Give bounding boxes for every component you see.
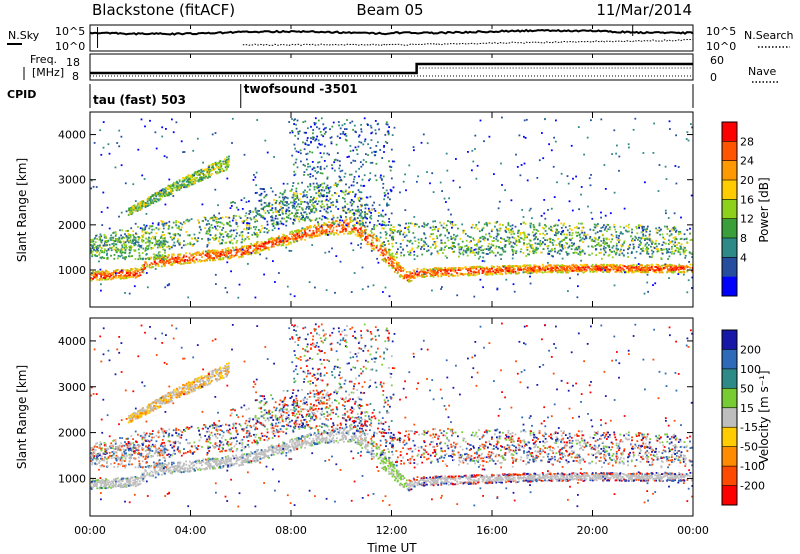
freq-label-line2: [MHz]: [32, 66, 64, 79]
velocity-color-8: [722, 485, 737, 506]
velocity-scale-label: Velocity [m s⁻¹]: [757, 370, 771, 463]
cpid-segment-label: tau (fast) 503: [93, 93, 186, 107]
time-tick-label-1: 04:00: [175, 524, 207, 537]
noise-axis-bottom-right: 10^0: [706, 40, 736, 53]
range-tick-label-2000: 2000: [58, 219, 86, 232]
time-axis: 00:00 04:00 08:00 12:00 16:00 20:00 00:00: [74, 25, 709, 537]
velocity-colorbar: 200 100 50 15 -15 -50 -100 -200 Velocity [m s⁻¹…: [721, 329, 771, 506]
power-colorbar: 28 24 20 16 12 8 4 Power [dB]: [721, 121, 771, 297]
power-tick-label: 28: [740, 135, 754, 148]
velocity-tick-label: -50: [740, 441, 758, 454]
freq-tick-low: 8: [72, 70, 79, 83]
date-label: 11/Mar/2014: [596, 1, 692, 19]
velocity-tick-label: -200: [740, 480, 765, 493]
power-color-3: [722, 180, 737, 200]
time-tick-label-0: 00:00: [74, 524, 106, 537]
time-tick-label-6: 00:00: [677, 524, 709, 537]
noise-search-trace: [242, 38, 694, 47]
nsky-label: N.Sky: [8, 29, 40, 42]
power-scatter: [90, 116, 693, 299]
cpid-panel: CPID tau (fast) 503 twofsound -3501: [7, 82, 694, 108]
power-tick-label: 4: [740, 251, 747, 264]
velocity-tick-label: 100: [740, 363, 761, 376]
nsearch-label: N.Search: [744, 29, 794, 42]
velocity-range-axis: 1000 2000 3000 4000: [58, 335, 693, 485]
cpid-label: CPID: [7, 88, 36, 101]
power-range-axis: 1000 2000 3000 4000: [58, 129, 693, 277]
time-tick-label-2: 08:00: [275, 524, 307, 537]
range-tick-label-4000: 4000: [58, 335, 86, 348]
noise-axis-top-left: 10^5: [55, 25, 85, 38]
nave-label: Nave: [748, 65, 776, 78]
freq-label-line1: Freq.: [30, 53, 57, 66]
velocity-color-6: [722, 446, 737, 467]
power-color-5: [722, 218, 737, 239]
beam-label: Beam 05: [356, 1, 423, 19]
cpid-segment-label: twofsound -3501: [244, 82, 358, 96]
power-panel: 1000 2000 3000 4000 Slant Range [km]: [15, 111, 694, 308]
power-tick-label: 20: [740, 174, 754, 187]
freq-tick-high: 18: [66, 56, 80, 69]
noise-traces: [89, 25, 694, 48]
power-tick-label: 12: [740, 213, 754, 226]
power-color-7: [722, 257, 737, 277]
velocity-tick-label: 200: [740, 343, 761, 356]
velocity-color-1: [722, 349, 737, 370]
time-tick-label-4: 16:00: [476, 524, 508, 537]
velocity-color-7: [722, 466, 737, 486]
noise-sky-trace: [89, 28, 694, 36]
frequency-trace: [90, 62, 693, 75]
velocity-color-4: [722, 407, 737, 428]
range-tick-label-3000: 3000: [58, 381, 86, 394]
power-tick-label: 24: [740, 155, 754, 168]
noise-axis-bottom-left: 10^0: [55, 40, 85, 53]
velocity-tick-label: -15: [740, 421, 758, 434]
velocity-panel: 1000 2000 3000 4000 Slant Range [km]: [15, 317, 694, 517]
range-tick-label-4000: 4000: [58, 129, 86, 142]
power-tick-label: 8: [740, 232, 747, 245]
time-tick-label-3: 12:00: [376, 524, 408, 537]
power-tick-label: 16: [740, 193, 754, 206]
noise-panel: N.Sky N.Search 10^5 10^0 10^5 10^0: [7, 24, 794, 53]
range-tick-label-2000: 2000: [58, 427, 86, 440]
time-axis-label: Time UT: [366, 541, 417, 554]
velocity-color-3: [722, 388, 737, 409]
power-color-2: [722, 160, 737, 181]
nave-tick-high: 60: [710, 54, 724, 67]
frequency-traces: [90, 62, 693, 77]
power-color-6: [722, 238, 737, 258]
velocity-color-2: [722, 368, 737, 389]
noise-axis-top-right: 10^5: [706, 25, 736, 38]
velocity-color-0: [722, 330, 737, 350]
range-tick-label-3000: 3000: [58, 174, 86, 187]
cpid-segments: tau (fast) 503 twofsound -3501: [89, 82, 358, 108]
velocity-tick-label: 50: [740, 382, 754, 395]
velocity-color-5: [722, 427, 737, 447]
velocity-tick-label: 15: [740, 402, 754, 415]
power-range-axis-label: Slant Range [km]: [15, 158, 29, 262]
power-color-4: [722, 199, 737, 219]
station-title: Blackstone (fitACF): [92, 1, 235, 19]
range-tick-label-1000: 1000: [58, 472, 86, 485]
velocity-tick-label: -100: [740, 460, 765, 473]
power-color-1: [722, 141, 737, 161]
range-tick-label-1000: 1000: [58, 264, 86, 277]
nave-tick-low: 0: [710, 71, 717, 84]
power-color-8: [722, 276, 737, 297]
velocity-scatter: [90, 322, 693, 508]
frequency-panel: Freq. [MHz] 18 8 60 0 Nave: [23, 53, 780, 84]
power-scale-label: Power [dB]: [757, 177, 771, 242]
time-tick-label-5: 20:00: [577, 524, 609, 537]
power-color-0: [722, 122, 737, 142]
velocity-range-axis-label: Slant Range [km]: [15, 365, 29, 469]
